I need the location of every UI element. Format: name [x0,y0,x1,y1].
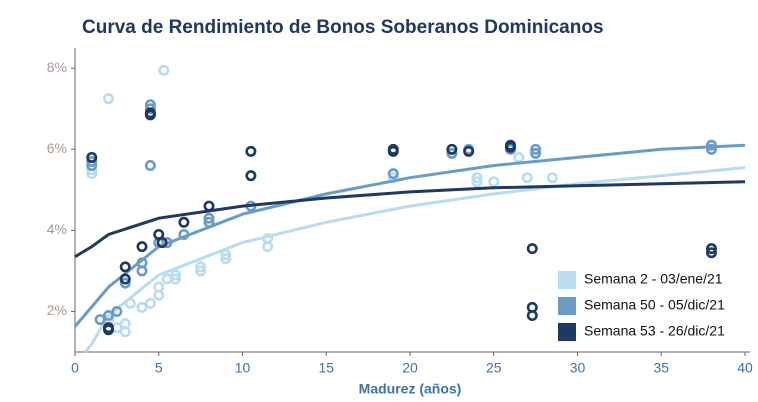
x-tick-label: 40 [737,360,753,376]
x-tick-label: 10 [235,360,251,376]
y-tick-label: 6% [47,140,67,156]
point [220,253,232,265]
x-tick-label: 15 [318,360,334,376]
point [94,314,106,326]
point [119,318,131,330]
point [504,141,516,153]
point [513,151,525,163]
point [526,243,538,255]
legend-swatch [558,271,576,289]
point [262,233,274,245]
point [144,160,156,172]
point [119,261,131,273]
legend-label: Semana 50 - 05/dic/21 [584,297,725,313]
point [136,301,148,313]
point [153,281,165,293]
point [158,64,170,76]
x-tick-label: 20 [402,360,418,376]
point [156,237,168,249]
point [203,212,215,224]
chart-title: Curva de Rendimiento de Bonos Soberanos … [82,17,604,38]
x-axis-label: Madurez (años) [359,381,462,397]
point [488,176,500,188]
point [471,176,483,188]
point [463,145,475,157]
point [170,273,182,285]
legend-label: Semana 53 - 26/dic/21 [584,323,725,339]
point [705,139,717,151]
point [195,265,207,277]
point [530,147,542,159]
x-tick-label: 35 [653,360,669,376]
x-tick-label: 25 [486,360,502,376]
point [144,107,156,119]
point [530,143,542,155]
fit-curve [74,180,746,258]
point [387,168,399,180]
point [546,172,558,184]
point [86,151,98,163]
point [119,277,131,289]
point [103,310,115,322]
point [178,216,190,228]
point [446,143,458,155]
point [170,269,182,281]
point [111,305,123,317]
legend-swatch [558,297,576,315]
point [86,155,98,167]
point [203,200,215,212]
point [144,297,156,309]
point [705,143,717,155]
point [705,247,717,259]
x-tick-label: 30 [570,360,586,376]
point [521,172,533,184]
point [103,93,115,105]
point [526,310,538,322]
point [195,261,207,273]
point [178,228,190,240]
point [103,324,115,336]
fit-curve [83,166,746,353]
point [446,147,458,159]
point [124,297,136,309]
y-tick-label: 2% [47,302,67,318]
legend-label: Semana 2 - 03/ene/21 [584,271,723,287]
x-tick-label: 5 [155,360,163,376]
point [136,257,148,269]
point [203,216,215,228]
point [220,249,232,261]
legend-swatch [558,323,576,341]
y-tick-label: 8% [47,59,67,75]
point [705,243,717,255]
point [245,170,257,182]
point [245,145,257,157]
point [387,143,399,155]
point [161,237,173,249]
point [471,172,483,184]
point [144,103,156,115]
fit-curve [73,143,746,328]
x-tick-label: 0 [71,360,79,376]
point [119,273,131,285]
point [136,241,148,253]
y-tick-label: 4% [47,221,67,237]
